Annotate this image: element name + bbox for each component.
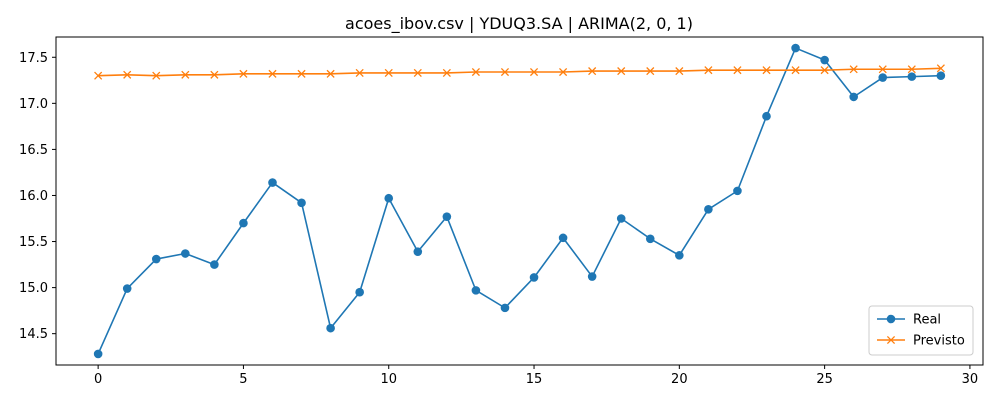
y-tick-label: 17.5 [19,51,48,66]
data-point-previsto [588,67,597,76]
data-point-real [326,323,335,333]
data-point-real [93,349,103,359]
data-point-previsto [559,67,568,77]
data-point-previsto [268,69,277,78]
series-line-previsto [98,67,941,77]
data-point-real [529,273,539,282]
data-point-previsto [210,70,219,79]
legend-marker-previsto [886,335,896,345]
data-point-previsto [297,69,306,78]
data-point-previsto [152,71,161,80]
data-point-previsto [617,67,626,76]
data-point-previsto [355,68,364,77]
data-point-previsto [442,68,451,77]
data-point-previsto [123,70,132,79]
data-point-previsto [704,66,713,75]
data-point-real [471,286,481,295]
x-tick-label: 5 [239,372,247,387]
x-tick-label: 20 [671,372,688,387]
x-tick-label: 10 [380,372,397,387]
data-point-previsto [936,64,945,73]
data-point-previsto [646,67,655,76]
data-point-previsto [675,67,684,76]
x-tick-label: 15 [526,372,543,387]
data-point-real [675,251,684,260]
data-point-real [587,272,597,281]
data-point-real [239,218,248,228]
data-point-previsto [907,65,916,74]
y-tick-label: 17.0 [19,97,48,112]
y-tick-label: 14.5 [19,327,48,342]
data-point-previsto [820,66,829,75]
data-point-real [849,92,858,102]
data-point-real [151,254,161,264]
data-point-real [791,43,800,53]
y-tick-label: 15.5 [19,235,48,250]
data-point-real [384,193,394,203]
data-point-real [936,71,946,80]
legend-marker-real [886,314,896,324]
data-point-previsto [413,68,422,77]
y-tick-label: 16.0 [19,189,48,204]
legend-label-real: Real [913,313,941,328]
data-point-previsto [326,69,335,78]
data-point-previsto [762,66,771,75]
x-tick-label: 25 [816,372,833,387]
data-point-real [733,186,742,196]
series-previsto [94,64,945,80]
data-point-real [500,303,510,313]
data-point-previsto [94,71,103,80]
data-point-previsto [500,67,510,77]
series-real [93,43,946,359]
data-point-previsto [239,69,248,78]
data-point-real [558,233,568,243]
data-point-real [878,73,888,82]
data-point-real [210,260,219,269]
data-point-real [762,111,771,121]
data-point-real [297,198,306,208]
chart-title: acoes_ibov.csv | YDUQ3.SA | ARIMA(2, 0, … [345,14,693,34]
data-point-previsto [791,66,800,75]
y-tick-label: 16.5 [19,143,48,158]
data-point-previsto [529,67,539,77]
data-point-previsto [878,65,887,74]
x-tick-label: 30 [962,372,979,387]
plot-frame [55,36,984,366]
data-point-real [268,178,277,187]
series-layer [93,43,946,359]
data-point-real [645,234,655,244]
legend-label-previsto: Previsto [913,334,965,349]
data-point-real [181,249,190,258]
data-point-real [413,247,423,256]
x-tick-label: 0 [94,372,102,387]
data-point-previsto [733,66,742,75]
axes: 0 5 10 15 20 25 30 14.5 15.0 15.5 16.0 16.5 17.0 17.5 [19,36,984,387]
data-point-real [820,55,829,65]
data-point-previsto [181,70,190,79]
series-line-real [97,47,941,355]
data-point-previsto [849,65,858,74]
data-point-real [442,212,452,221]
data-point-real [122,284,132,293]
data-point-previsto [471,67,480,77]
data-point-real [704,204,713,214]
data-point-real [616,214,626,223]
y-tick-label: 15.0 [19,281,48,296]
data-point-real [355,287,364,297]
data-point-previsto [384,68,393,77]
data-point-real [907,72,917,81]
legend: Real Previsto [868,305,974,356]
